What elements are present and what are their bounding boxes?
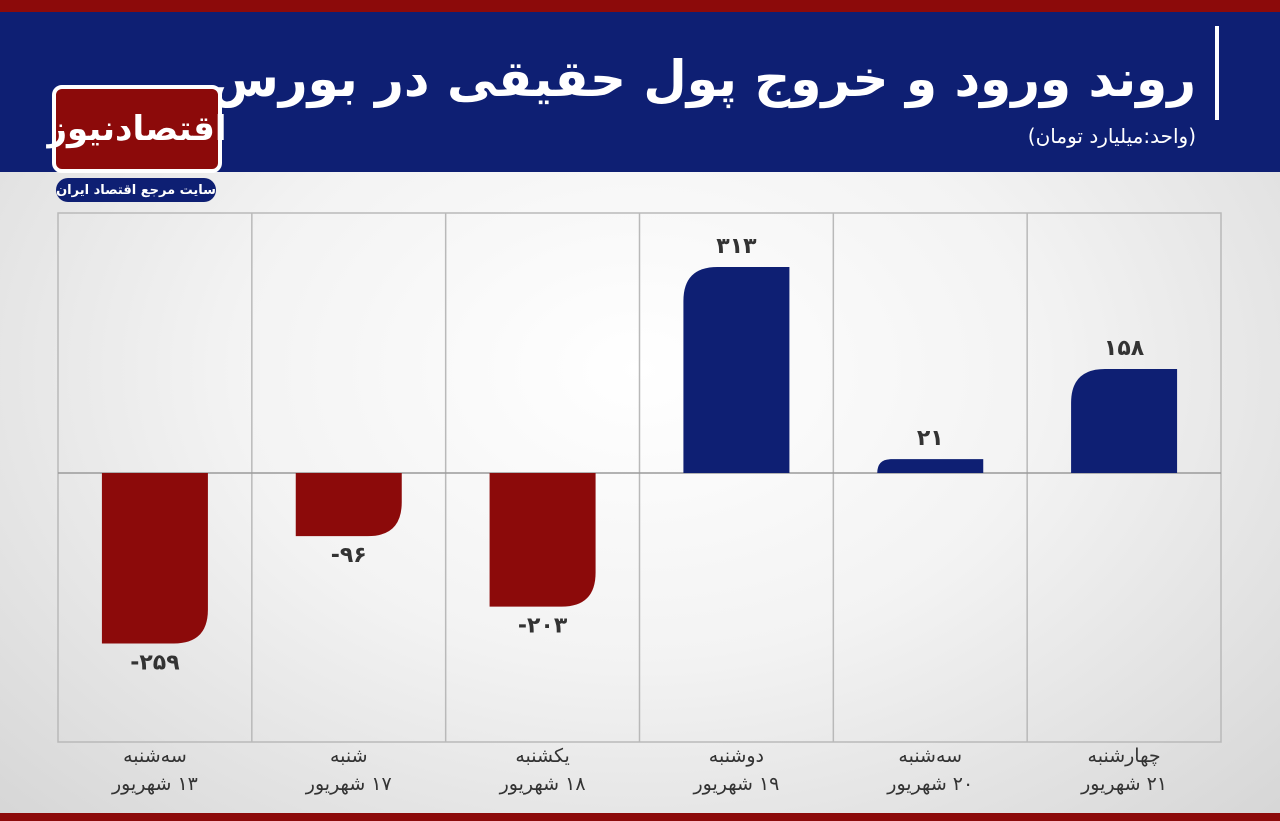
page-title: روند ورود و خروج پول حقیقی در بورس bbox=[209, 50, 1196, 108]
category-date-label: ۱۳ شهریور bbox=[111, 773, 198, 795]
title-divider bbox=[1215, 26, 1219, 120]
unit-label: (واحد:میلیارد تومان) bbox=[1027, 124, 1196, 148]
bottom-stripe bbox=[0, 813, 1280, 821]
bar-value-label: ۲۱ bbox=[917, 426, 944, 451]
category-day-label: دوشنبه bbox=[709, 745, 764, 767]
logo-tagline: سایت مرجع اقتصاد ایران bbox=[56, 178, 216, 202]
category-day-label: شنبه bbox=[330, 745, 368, 767]
category-date-label: ۱۹ شهریور bbox=[692, 773, 779, 795]
bar-5 bbox=[877, 459, 984, 473]
bar-value-label: ۱۵۸ bbox=[1104, 336, 1145, 361]
bar-value-label: -۲۰۳ bbox=[518, 614, 568, 639]
bar-6 bbox=[1071, 369, 1178, 473]
category-date-label: ۱۸ شهریور bbox=[499, 773, 586, 795]
category-day-label: سه‌شنبه bbox=[898, 745, 962, 767]
bar-value-label: ۳۱۳ bbox=[716, 234, 757, 259]
bar-4 bbox=[683, 267, 790, 473]
bar-value-label: -۹۶ bbox=[331, 543, 367, 568]
logo: اقتصادنیوز bbox=[47, 85, 227, 173]
chart-bars bbox=[101, 267, 1178, 644]
category-day-label: سه‌شنبه bbox=[123, 745, 187, 767]
logo-text: اقتصادنیوز bbox=[47, 109, 227, 149]
bar-3 bbox=[489, 473, 596, 607]
category-day-label: یکشنبه bbox=[515, 745, 569, 767]
category-day-label: چهارشنبه bbox=[1088, 745, 1161, 767]
bar-value-label: -۲۵۹ bbox=[130, 650, 179, 675]
top-stripe bbox=[0, 0, 1280, 12]
chart-grid bbox=[57, 212, 1222, 743]
bar-1 bbox=[101, 473, 208, 644]
category-date-label: ۲۱ شهریور bbox=[1080, 773, 1167, 795]
category-date-label: ۲۰ شهریور bbox=[886, 773, 973, 795]
category-date-label: ۱۷ شهریور bbox=[305, 773, 392, 795]
bar-2 bbox=[295, 473, 402, 537]
chart-labels: -۲۵۹ سه‌شنبه ۱۳ شهریور -۹۶ شنبه ۱۷ شهریور -۲۰۳… bbox=[111, 234, 1167, 795]
